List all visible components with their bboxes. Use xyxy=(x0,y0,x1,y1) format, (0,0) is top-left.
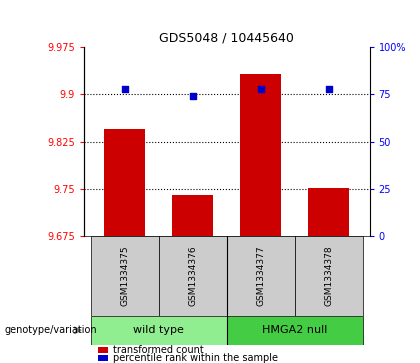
Text: GSM1334376: GSM1334376 xyxy=(188,245,197,306)
Point xyxy=(121,86,128,91)
Bar xyxy=(295,236,363,316)
Bar xyxy=(227,316,363,345)
Text: percentile rank within the sample: percentile rank within the sample xyxy=(113,353,278,363)
Bar xyxy=(98,355,108,361)
Point xyxy=(257,86,264,91)
Text: transformed count: transformed count xyxy=(113,345,203,355)
Point xyxy=(326,86,332,91)
Bar xyxy=(98,347,108,353)
Text: genotype/variation: genotype/variation xyxy=(4,325,97,335)
Point xyxy=(189,93,196,99)
Text: GSM1334378: GSM1334378 xyxy=(324,245,333,306)
Text: wild type: wild type xyxy=(134,325,184,335)
Bar xyxy=(240,74,281,236)
Bar xyxy=(172,195,213,236)
Text: GSM1334377: GSM1334377 xyxy=(256,245,265,306)
Text: HMGA2 null: HMGA2 null xyxy=(262,325,328,335)
Text: GSM1334375: GSM1334375 xyxy=(120,245,129,306)
Bar xyxy=(159,236,227,316)
Bar xyxy=(227,236,295,316)
Bar xyxy=(91,316,227,345)
Bar xyxy=(105,129,145,236)
Title: GDS5048 / 10445640: GDS5048 / 10445640 xyxy=(159,32,294,45)
Bar xyxy=(91,236,159,316)
Bar xyxy=(308,188,349,236)
